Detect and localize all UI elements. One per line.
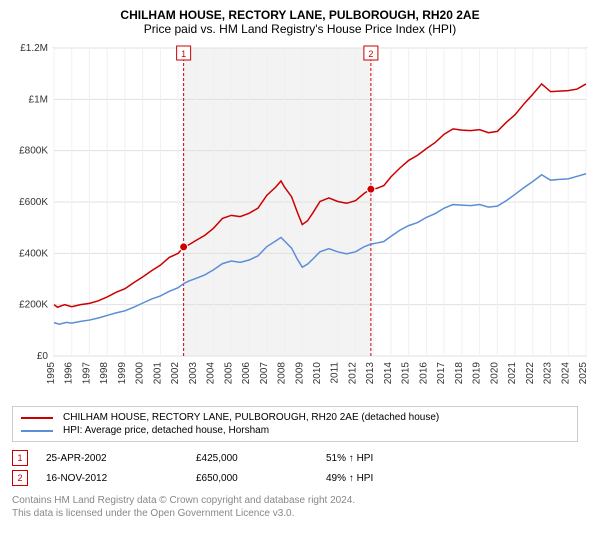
legend-item: CHILHAM HOUSE, RECTORY LANE, PULBOROUGH,… (21, 411, 569, 424)
svg-text:2004: 2004 (206, 362, 217, 385)
legend-label: CHILHAM HOUSE, RECTORY LANE, PULBOROUGH,… (63, 412, 439, 423)
svg-text:2001: 2001 (152, 362, 163, 385)
svg-text:1996: 1996 (64, 362, 75, 385)
svg-text:2016: 2016 (418, 362, 429, 385)
svg-text:2023: 2023 (543, 362, 554, 385)
svg-text:1997: 1997 (81, 362, 92, 385)
svg-text:1999: 1999 (117, 362, 128, 385)
svg-text:1998: 1998 (99, 362, 110, 385)
svg-text:2006: 2006 (241, 362, 252, 385)
svg-text:2014: 2014 (383, 362, 394, 385)
svg-text:2000: 2000 (135, 362, 146, 385)
sale-vs-hpi: 49% ↑ HPI (326, 473, 446, 484)
svg-text:2008: 2008 (277, 362, 288, 385)
svg-text:£800K: £800K (19, 146, 48, 157)
svg-text:2007: 2007 (259, 362, 270, 385)
svg-text:£0: £0 (37, 351, 49, 362)
legend-swatch (21, 430, 53, 432)
svg-text:2: 2 (368, 49, 373, 59)
svg-text:2017: 2017 (436, 362, 447, 385)
license-text: Contains HM Land Registry data © Crown c… (12, 494, 592, 520)
chart-title: CHILHAM HOUSE, RECTORY LANE, PULBOROUGH,… (8, 8, 592, 22)
svg-text:£400K: £400K (19, 248, 48, 259)
svg-text:2003: 2003 (188, 362, 199, 385)
svg-text:2011: 2011 (330, 362, 341, 384)
sale-date: 16-NOV-2012 (46, 473, 196, 484)
legend-swatch (21, 417, 53, 419)
svg-text:2009: 2009 (294, 362, 305, 385)
sale-price: £425,000 (196, 453, 326, 464)
legend-label: HPI: Average price, detached house, Hors… (63, 425, 269, 436)
sales-row: 1 25-APR-2002£425,00051% ↑ HPI (12, 448, 592, 468)
svg-text:£200K: £200K (19, 300, 48, 311)
legend: CHILHAM HOUSE, RECTORY LANE, PULBOROUGH,… (12, 406, 578, 442)
svg-text:2013: 2013 (365, 362, 376, 385)
svg-text:2005: 2005 (223, 362, 234, 385)
svg-text:2022: 2022 (525, 362, 536, 385)
sale-marker-badge: 1 (12, 450, 28, 466)
svg-text:2021: 2021 (507, 362, 518, 385)
svg-text:1: 1 (181, 49, 186, 59)
sales-table: 1 25-APR-2002£425,00051% ↑ HPI 2 16-NOV-201… (12, 448, 592, 488)
svg-text:2024: 2024 (560, 362, 571, 385)
price-chart: £0 £200K £400K £600K £800K £1M £1.2M 1995 1996 19… (8, 40, 592, 400)
chart-subtitle: Price paid vs. HM Land Registry's House … (8, 22, 592, 36)
svg-text:2019: 2019 (472, 362, 483, 385)
sale-vs-hpi: 51% ↑ HPI (326, 453, 446, 464)
svg-text:£600K: £600K (19, 197, 48, 208)
svg-text:2012: 2012 (347, 362, 358, 385)
sale-price: £650,000 (196, 473, 326, 484)
sale-date: 25-APR-2002 (46, 453, 196, 464)
svg-text:2010: 2010 (312, 362, 323, 385)
svg-text:2015: 2015 (401, 362, 412, 385)
chart-title-block: CHILHAM HOUSE, RECTORY LANE, PULBOROUGH,… (8, 8, 592, 36)
sales-row: 2 16-NOV-2012£650,00049% ↑ HPI (12, 468, 592, 488)
svg-text:£1M: £1M (29, 94, 48, 105)
svg-text:2018: 2018 (454, 362, 465, 385)
svg-text:2002: 2002 (170, 362, 181, 385)
svg-text:2025: 2025 (578, 362, 589, 385)
legend-item: HPI: Average price, detached house, Hors… (21, 424, 569, 437)
svg-text:£1.2M: £1.2M (20, 43, 48, 54)
svg-text:2020: 2020 (489, 362, 500, 385)
license-line2: This data is licensed under the Open Gov… (12, 507, 592, 520)
svg-text:1995: 1995 (46, 362, 57, 385)
sale-marker-badge: 2 (12, 470, 28, 486)
license-line1: Contains HM Land Registry data © Crown c… (12, 494, 592, 507)
